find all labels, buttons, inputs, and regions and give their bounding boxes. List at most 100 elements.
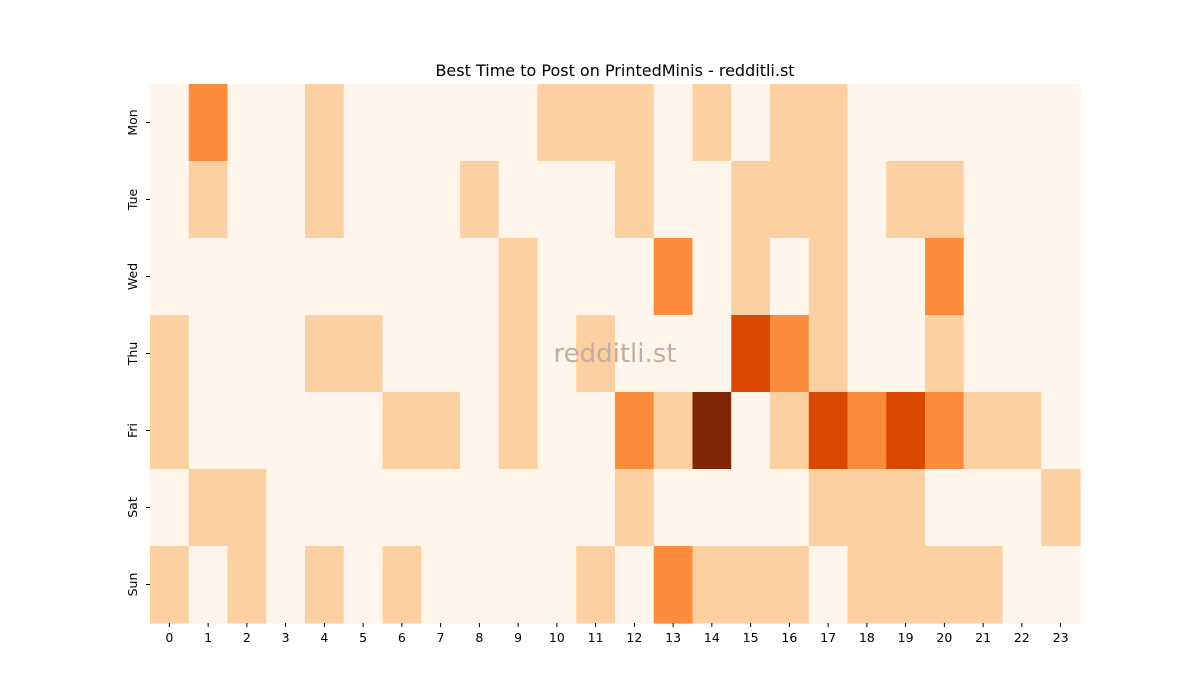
heatmap-cell	[498, 546, 539, 624]
heatmap-cell	[886, 238, 926, 316]
heatmap-cell	[382, 315, 422, 393]
heatmap-cell	[1002, 238, 1042, 316]
heatmap-cell	[808, 392, 849, 470]
x-axis-ticks: 0 1 2 3 4 5 6 7 8 9 10 11 12 13 14 15 16 17 18 19 20 21 22 23	[165, 623, 1069, 645]
heatmap-cell	[1041, 161, 1081, 239]
heatmap-cell	[343, 546, 384, 624]
heatmap-cell	[266, 392, 306, 470]
heatmap-cell	[731, 469, 771, 547]
heatmap-cell	[963, 238, 1004, 316]
heatmap-cell	[382, 161, 422, 239]
heatmap-cell	[847, 392, 887, 470]
heatmap-cell	[266, 161, 306, 239]
heatmap-cell	[1041, 469, 1081, 547]
heatmap-cell	[576, 315, 616, 393]
heatmap-cell	[382, 546, 422, 624]
heatmap-cell	[421, 392, 461, 470]
heatmap-cell	[305, 392, 345, 470]
heatmap-cell	[925, 469, 965, 547]
heatmap-cell	[576, 161, 616, 239]
y-tick-label: Mon	[125, 109, 140, 135]
heatmap-cell	[653, 546, 694, 624]
heatmap-cell	[305, 469, 345, 547]
heatmap-cell	[460, 546, 500, 624]
heatmap-cell	[150, 392, 190, 470]
heatmap-cell	[886, 546, 926, 624]
heatmap-cell	[421, 238, 461, 316]
heatmap-cell	[963, 392, 1004, 470]
heatmap-cell	[382, 392, 422, 470]
heatmap-cell	[653, 315, 694, 393]
x-tick-label: 9	[514, 630, 522, 645]
heatmap-cell	[770, 315, 810, 393]
heatmap-cell	[188, 469, 229, 547]
heatmap-cell	[188, 84, 229, 162]
heatmap-cell	[576, 546, 616, 624]
heatmap-cell	[770, 238, 810, 316]
heatmap-cell	[537, 84, 577, 162]
heatmap-cell	[731, 546, 771, 624]
heatmap-cell	[963, 161, 1004, 239]
y-tick-label: Sat	[125, 497, 140, 518]
heatmap-cell	[886, 469, 926, 547]
heatmap-cell	[808, 84, 849, 162]
heatmap-cell	[343, 238, 384, 316]
heatmap-cell	[925, 315, 965, 393]
heatmap-cell	[343, 469, 384, 547]
heatmap-cell	[1041, 238, 1081, 316]
x-tick-label: 11	[588, 630, 604, 645]
heatmap-cell	[653, 469, 694, 547]
heatmap-cell	[343, 84, 384, 162]
heatmap-cell	[498, 469, 539, 547]
heatmap-cell	[615, 84, 655, 162]
heatmap-cell	[227, 238, 267, 316]
heatmap-cell	[227, 315, 267, 393]
heatmap-cell	[227, 392, 267, 470]
x-tick-label: 2	[243, 630, 251, 645]
heatmap-cell	[886, 161, 926, 239]
y-axis-ticks: Mon Tue Wed Thu Fri Sat Sun	[125, 109, 150, 596]
heatmap-cell	[808, 238, 849, 316]
x-tick-label: 5	[359, 630, 367, 645]
x-tick-label: 12	[626, 630, 642, 645]
heatmap-cell	[576, 238, 616, 316]
x-tick-label: 21	[975, 630, 991, 645]
heatmap-cell	[460, 84, 500, 162]
heatmap-cell	[227, 84, 267, 162]
heatmap-cell	[886, 315, 926, 393]
heatmap-cell	[576, 84, 616, 162]
heatmap-cell	[847, 161, 887, 239]
heatmap-cell	[460, 161, 500, 239]
heatmap-cell	[808, 546, 849, 624]
heatmap-cell	[343, 392, 384, 470]
heatmap-cell	[692, 469, 732, 547]
heatmap-cell	[343, 315, 384, 393]
x-tick-label: 8	[475, 630, 483, 645]
chart-title: Best Time to Post on PrintedMinis - redd…	[435, 61, 794, 80]
x-tick-label: 4	[320, 630, 328, 645]
heatmap-cell	[576, 392, 616, 470]
heatmap-cell	[808, 161, 849, 239]
heatmap-cell	[963, 84, 1004, 162]
heatmap-cell	[692, 392, 732, 470]
x-tick-label: 15	[743, 630, 759, 645]
heatmap-cell	[150, 546, 190, 624]
heatmap-cell	[808, 469, 849, 547]
heatmap-cell	[188, 238, 229, 316]
heatmap-cell	[188, 546, 229, 624]
heatmap-cell	[537, 238, 577, 316]
heatmap-cell	[227, 469, 267, 547]
y-tick-label: Thu	[125, 342, 140, 366]
heatmap-cell	[460, 238, 500, 316]
x-tick-label: 23	[1053, 630, 1069, 645]
x-tick-label: 18	[859, 630, 875, 645]
heatmap-cell	[692, 238, 732, 316]
heatmap-cell	[731, 315, 771, 393]
heatmap-cell	[150, 84, 190, 162]
y-tick-label: Wed	[125, 263, 140, 290]
heatmap-cell	[266, 315, 306, 393]
heatmap-cell	[150, 315, 190, 393]
heatmap-cell	[1002, 392, 1042, 470]
heatmap-cell	[188, 161, 229, 239]
x-tick-label: 7	[437, 630, 445, 645]
